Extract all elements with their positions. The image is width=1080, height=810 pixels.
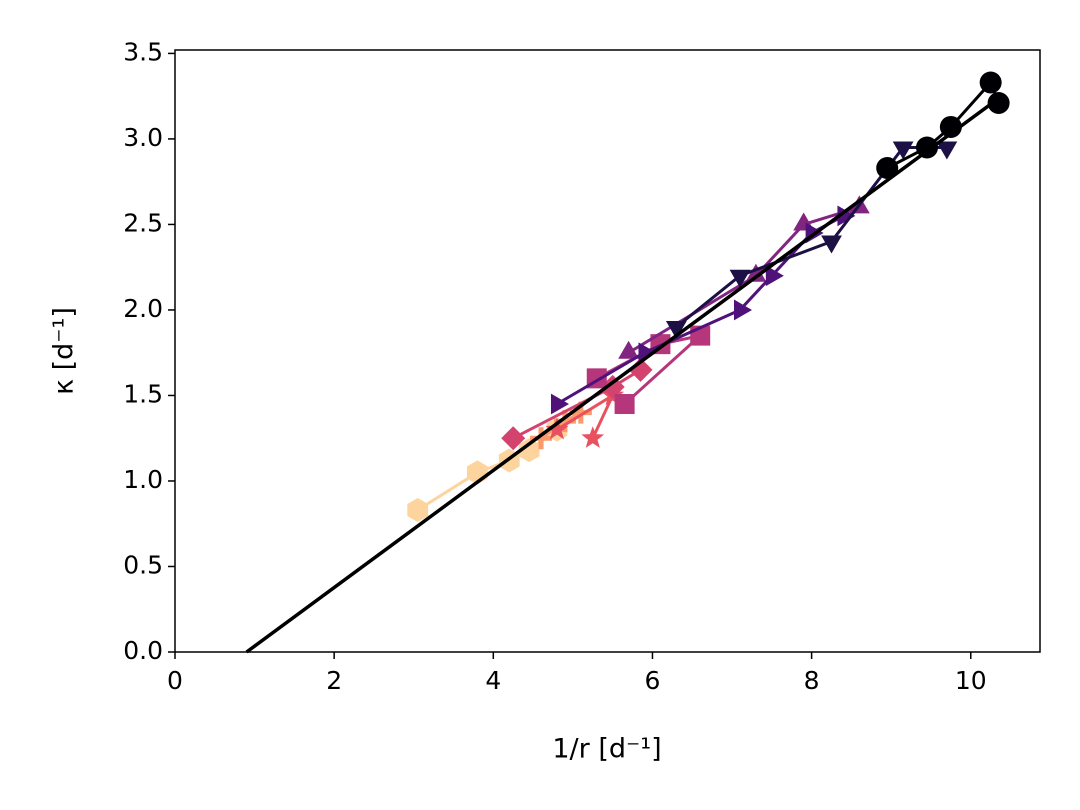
marker (618, 340, 639, 359)
y-tick-label: 1.5 (123, 379, 163, 408)
y-tick-label: 0.5 (123, 550, 163, 579)
y-tick-label: 2.5 (123, 208, 163, 237)
y-tick-label: 3.0 (123, 123, 163, 152)
marker (821, 235, 842, 254)
x-tick-label: 2 (326, 666, 342, 695)
marker (581, 426, 605, 448)
marker (729, 269, 751, 288)
marker (939, 115, 962, 138)
y-tick-label: 3.5 (123, 37, 163, 66)
marker (614, 394, 635, 415)
marker (550, 393, 569, 415)
marker (765, 265, 784, 287)
marker (876, 157, 899, 180)
x-tick-label: 8 (804, 666, 820, 695)
marker (837, 205, 856, 227)
marker (892, 141, 914, 160)
y-tick-label: 0.0 (123, 636, 163, 665)
marker (745, 263, 767, 282)
marker (733, 299, 752, 321)
marker (665, 321, 687, 340)
marker (545, 417, 569, 440)
x-tick-label: 0 (167, 666, 183, 695)
marker (501, 426, 526, 451)
x-tick-label: 10 (955, 666, 987, 695)
marker (518, 438, 540, 463)
marker (936, 141, 958, 160)
y-axis-label: κ [d⁻¹] (49, 307, 80, 395)
y-tick-label: 1.0 (123, 465, 163, 494)
marker (628, 357, 653, 382)
plot-frame (174, 49, 1041, 653)
x-axis-label: 1/r [d⁻¹] (552, 734, 661, 765)
y-tick-label: 2.0 (123, 294, 163, 323)
marker (987, 92, 1010, 115)
marker (530, 427, 553, 450)
marker (979, 71, 1002, 94)
marker (407, 498, 429, 523)
series-line (245, 99, 996, 654)
marker (638, 342, 657, 364)
x-tick-label: 6 (645, 666, 661, 695)
x-tick-label: 4 (485, 666, 501, 695)
